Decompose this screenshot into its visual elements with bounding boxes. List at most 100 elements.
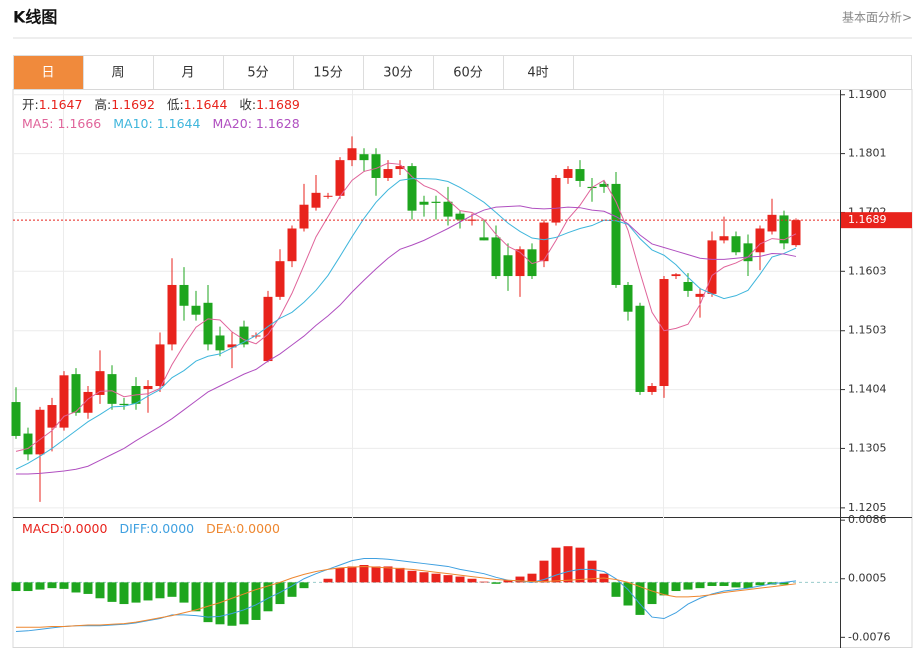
macd-bar [95, 582, 105, 599]
candle-body [383, 169, 393, 178]
candle-body [527, 249, 537, 277]
y-tick-label: 1.1603 [848, 264, 887, 277]
tab-label[interactable]: 30分 [383, 66, 413, 81]
legend-label: 低: [167, 97, 184, 112]
candle-body [311, 192, 321, 208]
candle-body [299, 204, 309, 229]
tab-label[interactable]: 4时 [527, 66, 548, 81]
macd-bar [587, 560, 597, 583]
candle-body [167, 284, 177, 345]
ma-line [16, 205, 797, 475]
macd-bar [419, 572, 429, 583]
tab[interactable] [503, 55, 574, 90]
legend-label: MA20: [212, 116, 251, 131]
legend-value: 1.1644 [184, 97, 228, 112]
macd-bar [203, 582, 213, 623]
candle-body [179, 284, 189, 306]
candle-panel: 1.19001.18011.17021.16031.15031.14041.13… [11, 88, 912, 514]
y-tick-label: 0.0086 [848, 513, 887, 526]
candle-body [647, 386, 657, 392]
candle-body [191, 305, 201, 315]
macd-bar [347, 566, 357, 583]
candle-body [119, 403, 129, 406]
y-tick-label: 1.1404 [848, 383, 887, 396]
candle-body [779, 215, 789, 244]
candle-body [791, 220, 801, 246]
candle-body [47, 405, 57, 428]
chart-frame [12, 89, 913, 648]
tab-label[interactable]: 15分 [313, 66, 343, 81]
legend: 开:1.1647 高:1.1692 低:1.1644 收:1.1689 [22, 97, 300, 112]
macd-bar [467, 578, 477, 583]
macd-bar [179, 582, 189, 603]
legend-value: 0.0000 [64, 521, 108, 536]
macd-bar [431, 573, 441, 583]
candle-body [443, 201, 453, 217]
macd-bar [539, 560, 549, 583]
macd-bar [491, 582, 501, 584]
macd-bar [635, 582, 645, 615]
candle-body [35, 409, 45, 455]
candle-body [347, 148, 357, 161]
macd-bar [527, 573, 537, 583]
macd-bar [143, 582, 153, 601]
legend-value: 0.0000 [236, 521, 280, 536]
macd-bar [155, 582, 165, 599]
candle-body [155, 344, 165, 387]
macd-bar [755, 582, 765, 586]
page-title: K线图 [13, 8, 57, 27]
legend-label: 收: [239, 97, 256, 112]
candle-body [359, 154, 369, 161]
macd-bar [683, 582, 693, 590]
legend-label: MA10: [113, 116, 152, 131]
candle-body [263, 296, 273, 362]
tab[interactable] [83, 55, 154, 90]
macd-bar [59, 582, 69, 589]
candle-body [395, 166, 405, 170]
tab-label[interactable]: 周 [111, 66, 124, 81]
macd-bar [251, 582, 261, 620]
candle-body [203, 302, 213, 345]
macd-bar [215, 582, 225, 625]
macd-bar [35, 582, 45, 590]
tab[interactable] [363, 55, 434, 90]
macd-bar [23, 582, 33, 592]
macd-bar [743, 582, 753, 589]
macd-bar [71, 582, 81, 593]
fundamental-link[interactable]: 基本面分析> [842, 11, 912, 25]
candle-body [767, 214, 777, 232]
last-price-box [841, 212, 912, 229]
legend-label: 高: [94, 97, 111, 112]
tab-label[interactable]: 5分 [247, 66, 268, 81]
candle-body [491, 237, 501, 277]
macd-bar [707, 582, 717, 586]
candle-body [671, 274, 681, 277]
candle-body [467, 219, 477, 221]
macd-bar [503, 580, 513, 583]
tab-label[interactable]: 日 [41, 66, 54, 81]
candle-body [563, 169, 573, 178]
legend: MA5: 1.1666 MA10: 1.1644 MA20: 1.1628 [22, 116, 300, 131]
macd-bar [479, 581, 489, 583]
tab-bar: 日 周 月 5分 15分 30分 60分 4时 [13, 55, 912, 90]
candle-body [431, 201, 441, 203]
candle-body [143, 386, 153, 389]
legend-label: MACD: [22, 521, 64, 536]
macd-bar [287, 582, 297, 597]
candle-body [107, 374, 117, 404]
candle-body [635, 305, 645, 392]
candle-body [455, 213, 465, 220]
candle-body [623, 284, 633, 312]
tab-label[interactable]: 月 [181, 66, 194, 81]
tab-label[interactable]: 60分 [453, 66, 483, 81]
macd-bar [83, 582, 93, 594]
candle-body [227, 344, 237, 348]
legend-value: 0.0000 [150, 521, 194, 536]
ma-line [15, 178, 797, 470]
macd-bar [551, 547, 561, 583]
last-price-label: 1.1689 [848, 213, 887, 226]
candle-body [755, 228, 765, 253]
legend-value: 1.1666 [58, 116, 102, 131]
macd-bar [191, 582, 201, 612]
macd-bar [299, 582, 309, 589]
